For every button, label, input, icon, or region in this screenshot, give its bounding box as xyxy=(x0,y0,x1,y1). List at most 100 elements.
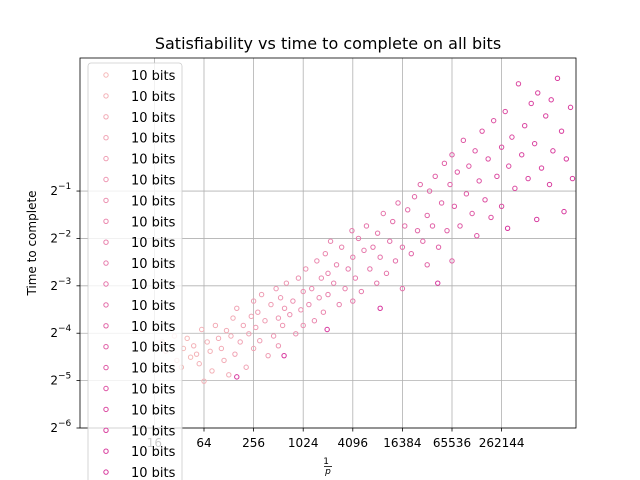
data-point xyxy=(441,160,448,167)
y-tick-label: 2 xyxy=(50,184,58,198)
legend-label: 10 bits xyxy=(131,194,176,209)
x-tick-label: 64 xyxy=(196,436,211,450)
y-tick-exponent: −6 xyxy=(58,419,72,429)
data-point xyxy=(237,339,243,345)
data-point xyxy=(232,351,238,357)
legend-marker xyxy=(103,469,109,475)
legend-marker xyxy=(103,385,109,392)
y-tick-exponent: −4 xyxy=(58,324,72,334)
data-point xyxy=(363,223,370,229)
legend-marker xyxy=(103,344,109,350)
data-point xyxy=(548,97,554,103)
data-point xyxy=(358,288,365,295)
data-point xyxy=(387,238,393,244)
data-point xyxy=(429,223,436,229)
data-point xyxy=(223,327,230,334)
data-point xyxy=(414,227,421,234)
data-point xyxy=(494,173,500,180)
data-point xyxy=(522,123,528,129)
data-point xyxy=(457,223,463,229)
data-point xyxy=(476,178,482,184)
y-tick-label: 2 xyxy=(50,326,58,340)
data-point xyxy=(411,194,418,200)
x-tick-label: 16384 xyxy=(383,436,421,450)
data-point xyxy=(390,218,396,225)
data-point xyxy=(554,75,561,82)
data-point xyxy=(504,225,511,231)
data-point xyxy=(191,343,197,349)
data-point xyxy=(479,128,485,134)
data-point xyxy=(449,152,455,158)
data-point xyxy=(298,307,304,313)
legend-label: 10 bits xyxy=(131,278,176,293)
y-axis-label: Time to complete xyxy=(25,190,39,296)
y-tick-exponent: −2 xyxy=(58,229,71,239)
data-point xyxy=(383,270,390,277)
x-tick-label: 65536 xyxy=(433,436,471,450)
data-point xyxy=(281,352,287,359)
data-point xyxy=(454,169,461,175)
legend-label: 10 bits xyxy=(131,257,176,272)
data-point xyxy=(250,345,257,352)
data-point xyxy=(295,275,302,281)
legend-marker xyxy=(103,72,109,78)
data-point xyxy=(432,173,438,180)
legend-label: 10 bits xyxy=(131,69,176,84)
data-point xyxy=(374,230,381,236)
data-point xyxy=(531,140,538,147)
data-point xyxy=(270,333,277,339)
data-point xyxy=(184,335,190,342)
data-point xyxy=(215,335,222,342)
data-point xyxy=(320,309,327,315)
data-point xyxy=(392,258,399,264)
data-point xyxy=(345,266,351,272)
y-tick-exponent: −5 xyxy=(58,372,71,382)
data-point xyxy=(402,223,408,229)
data-point xyxy=(314,258,320,264)
data-point xyxy=(248,313,254,320)
legend-marker xyxy=(103,155,109,162)
data-point xyxy=(243,364,249,370)
data-point xyxy=(352,275,359,281)
y-tick-label: 2 xyxy=(50,374,58,388)
legend-marker xyxy=(103,302,109,308)
data-point xyxy=(324,326,330,333)
data-point xyxy=(355,235,362,242)
data-point xyxy=(498,203,505,210)
data-point xyxy=(325,270,331,277)
x-axis-ticks: 1664256102440961638465536262144 xyxy=(147,428,525,450)
data-point xyxy=(519,152,525,158)
data-point xyxy=(187,354,194,360)
data-point xyxy=(569,175,576,182)
legend-label: 10 bits xyxy=(131,466,176,480)
data-point xyxy=(408,250,414,257)
data-point xyxy=(417,181,423,188)
data-point xyxy=(255,309,261,315)
plot-frame xyxy=(79,57,577,429)
legend-label: 10 bits xyxy=(131,174,176,189)
data-point xyxy=(209,368,215,374)
data-point xyxy=(198,326,205,333)
data-point xyxy=(306,301,312,308)
data-point xyxy=(342,285,348,292)
data-point xyxy=(435,244,442,250)
data-point xyxy=(534,216,540,223)
x-tick-label: 256 xyxy=(242,436,265,450)
data-point xyxy=(311,318,318,324)
data-point xyxy=(279,322,286,329)
data-point xyxy=(218,345,225,352)
data-point xyxy=(246,331,252,337)
data-point xyxy=(399,244,406,250)
data-point xyxy=(277,295,284,301)
data-point xyxy=(380,210,386,217)
data-point xyxy=(377,305,383,311)
data-point xyxy=(265,352,271,359)
chart-title: Satisfiability vs time to complete on al… xyxy=(155,34,501,53)
data-point xyxy=(226,372,232,378)
legend-marker xyxy=(103,448,109,454)
legend-label: 10 bits xyxy=(131,320,176,335)
data-point xyxy=(193,351,200,357)
data-point xyxy=(538,165,545,171)
data-point xyxy=(275,315,282,321)
